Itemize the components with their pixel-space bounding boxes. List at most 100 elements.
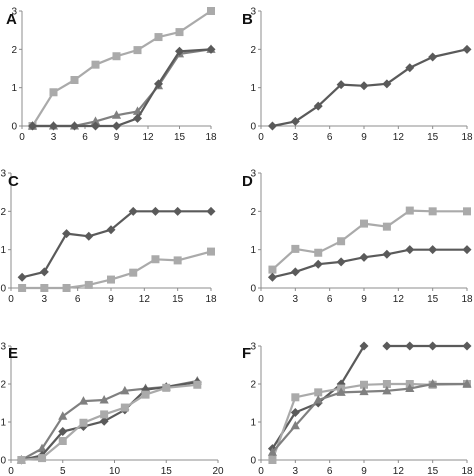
series-line: [21, 381, 198, 462]
data-point-diamond: [154, 79, 163, 89]
x-tick-label: 18: [461, 132, 473, 143]
data-point-diamond: [106, 225, 116, 235]
x-tick-label: 9: [361, 132, 367, 143]
data-point-diamond: [290, 116, 300, 126]
data-point-diamond: [28, 121, 37, 131]
y-tick-label: 1: [0, 418, 6, 429]
y-tick-label: 3: [0, 342, 6, 353]
data-point-diamond: [405, 63, 415, 73]
data-point-square: [382, 380, 391, 388]
data-point-triangle: [78, 396, 89, 405]
data-point-triangle: [111, 110, 122, 119]
x-tick-label: 18: [205, 132, 217, 143]
data-point-diamond: [428, 341, 438, 351]
data-point-square: [291, 393, 300, 402]
x-tick-label: 3: [42, 294, 48, 305]
x-tick-label: 6: [75, 294, 81, 305]
series-line: [271, 382, 467, 454]
data-point-square: [18, 284, 27, 292]
x-tick-label: 6: [82, 132, 88, 143]
data-point-square: [154, 33, 163, 42]
series-line: [272, 248, 467, 279]
x-tick-label: 6: [327, 132, 333, 143]
data-point-diamond: [58, 427, 68, 436]
x-tick-label: 3: [51, 132, 57, 143]
data-point-diamond: [175, 46, 184, 56]
x-tick-label: 10: [109, 466, 121, 476]
y-tick-label: 2: [0, 207, 6, 218]
data-point-square: [70, 76, 79, 84]
y-tick-label: 0: [250, 122, 256, 133]
data-point-triangle: [428, 379, 438, 388]
data-point-square: [175, 28, 184, 37]
data-point-diamond: [359, 252, 369, 262]
data-point-square: [360, 380, 368, 389]
data-point-square: [100, 410, 109, 419]
data-point-triangle: [290, 420, 300, 430]
data-point-diamond: [173, 206, 183, 216]
panel-label: A: [6, 11, 17, 28]
series-diamond-1: [16, 377, 202, 465]
data-point-diamond: [17, 272, 27, 282]
x-tick-label: 0: [8, 294, 14, 305]
data-point-square: [314, 248, 323, 257]
data-point-square: [112, 52, 121, 61]
x-tick-label: 0: [19, 132, 25, 143]
series-diamond-2: [28, 44, 216, 131]
y-tick-label: 3: [0, 169, 6, 180]
data-point-square: [193, 380, 202, 389]
data-point-diamond: [336, 80, 346, 90]
y-tick-label: 0: [250, 284, 256, 295]
data-point-diamond: [462, 341, 472, 351]
series-square-0: [268, 206, 471, 274]
data-point-triangle: [267, 447, 278, 456]
x-tick-label: 15: [161, 466, 173, 476]
series-diamond-0: [267, 44, 472, 131]
data-point-diamond: [405, 245, 415, 255]
data-point-triangle: [405, 383, 415, 393]
data-point-diamond: [39, 267, 49, 277]
x-tick-label: 12: [142, 132, 154, 143]
data-point-square: [207, 7, 215, 15]
x-tick-label: 9: [114, 132, 120, 143]
data-point-square: [382, 222, 391, 231]
data-point-square: [428, 207, 437, 216]
series-diamond-1: [267, 245, 472, 282]
y-tick-label: 0: [11, 122, 17, 133]
data-point-diamond: [405, 341, 415, 351]
x-tick-label: 9: [108, 294, 114, 305]
data-point-diamond: [99, 416, 109, 426]
x-tick-label: 0: [8, 466, 14, 476]
data-point-triangle: [58, 411, 68, 420]
data-point-diamond: [428, 52, 438, 62]
y-tick-label: 0: [0, 456, 6, 467]
data-point-triangle: [90, 116, 101, 125]
data-point-triangle: [359, 386, 369, 396]
x-tick-label: 18: [205, 294, 217, 305]
data-point-diamond: [382, 249, 392, 259]
data-point-square: [84, 280, 93, 289]
data-point-square: [314, 388, 323, 397]
series-line: [271, 209, 467, 271]
data-point-triangle: [120, 385, 130, 395]
x-tick-label: 18: [461, 466, 473, 476]
panel-label: E: [8, 345, 18, 362]
data-point-diamond: [336, 257, 346, 267]
data-point-diamond: [267, 272, 277, 282]
data-point-diamond: [150, 206, 160, 216]
data-point-square: [107, 275, 115, 284]
data-point-diamond: [84, 231, 94, 241]
series-square-0: [28, 7, 215, 130]
data-point-square: [17, 456, 26, 464]
data-point-diamond: [359, 81, 369, 91]
y-tick-label: 2: [250, 207, 256, 218]
y-tick-label: 0: [0, 284, 6, 295]
x-tick-label: 15: [172, 294, 184, 305]
x-tick-label: 15: [427, 132, 439, 143]
data-point-square: [291, 244, 300, 253]
y-tick-label: 1: [0, 245, 6, 256]
